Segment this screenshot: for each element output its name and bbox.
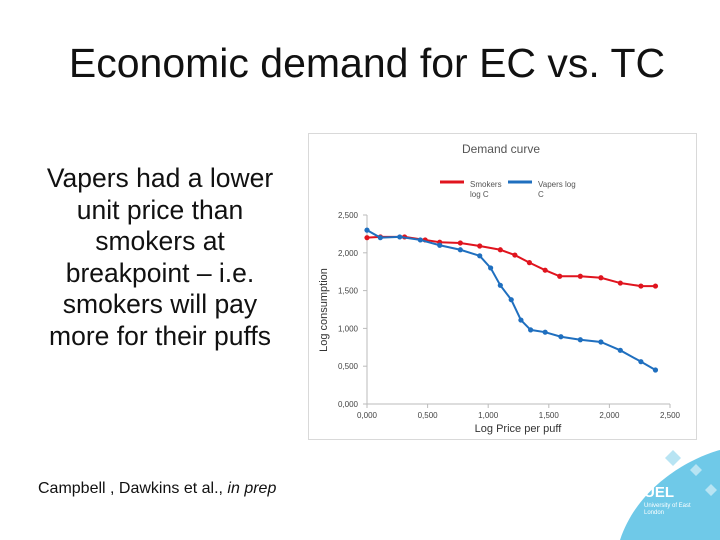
data-point bbox=[497, 282, 503, 288]
citation: Campbell , Dawkins et al., in prep bbox=[38, 480, 276, 498]
data-point bbox=[598, 339, 604, 345]
y-tick-label: 0,500 bbox=[338, 362, 359, 371]
chart-title: Demand curve bbox=[462, 142, 540, 156]
x-tick-label: 0,000 bbox=[357, 411, 378, 420]
data-point bbox=[542, 267, 548, 273]
legend-label: Vapers log C bbox=[538, 180, 576, 199]
x-tick-label: 2,500 bbox=[660, 411, 681, 420]
body-text: Vapers had a lower unit price than smoke… bbox=[46, 163, 274, 351]
data-point bbox=[457, 240, 463, 246]
chart-frame bbox=[308, 133, 697, 440]
citation-italic: in prep bbox=[227, 480, 277, 497]
x-tick-label: 0,500 bbox=[418, 411, 439, 420]
data-point bbox=[638, 283, 644, 289]
data-point bbox=[497, 247, 503, 253]
citation-text: Campbell , Dawkins et al., bbox=[38, 480, 223, 497]
data-point bbox=[558, 334, 564, 340]
data-point bbox=[526, 260, 533, 266]
series-line bbox=[366, 235, 656, 288]
logo-decor bbox=[665, 450, 717, 496]
x-tick-label: 1,500 bbox=[539, 411, 560, 420]
x-tick-label: 1,000 bbox=[478, 411, 499, 420]
y-tick-label: 1,500 bbox=[338, 287, 359, 296]
data-point bbox=[528, 327, 534, 333]
data-point bbox=[437, 242, 443, 248]
data-point bbox=[477, 243, 483, 249]
y-tick-label: 1,000 bbox=[338, 324, 359, 333]
legend-label: Smokers log C bbox=[470, 180, 502, 199]
logo-text: University of East London bbox=[644, 503, 691, 516]
data-point bbox=[512, 252, 518, 258]
y-tick-label: 2,000 bbox=[338, 249, 359, 258]
data-point bbox=[577, 337, 583, 343]
data-point bbox=[508, 297, 514, 303]
data-point bbox=[542, 329, 548, 335]
data-point bbox=[417, 237, 423, 243]
logo-name: UEL bbox=[644, 484, 674, 501]
data-point bbox=[638, 359, 644, 365]
y-tick-label: 2,500 bbox=[338, 211, 359, 220]
x-axis-label: Log Price per puff bbox=[475, 423, 563, 435]
legend: Smokers log C Vapers log C bbox=[440, 176, 576, 202]
data-point bbox=[488, 265, 494, 271]
data-point bbox=[652, 283, 659, 289]
data-point bbox=[377, 235, 383, 241]
y-tick-label: 0,000 bbox=[338, 400, 359, 409]
data-point bbox=[557, 273, 563, 279]
data-point bbox=[457, 247, 463, 253]
data-point bbox=[397, 234, 403, 240]
logo: UEL bbox=[620, 450, 720, 540]
data-point bbox=[617, 280, 623, 286]
slide-title: Economic demand for EC vs. TC bbox=[68, 40, 666, 86]
data-point bbox=[477, 253, 483, 259]
data-point bbox=[518, 317, 524, 323]
y-axis-label: Log consumption bbox=[318, 268, 330, 352]
data-point bbox=[617, 347, 623, 353]
data-point bbox=[364, 227, 370, 233]
data-point bbox=[598, 275, 604, 281]
x-tick-label: 2,000 bbox=[599, 411, 620, 420]
data-point bbox=[577, 273, 583, 279]
data-point bbox=[652, 367, 659, 373]
data-point bbox=[364, 235, 370, 241]
